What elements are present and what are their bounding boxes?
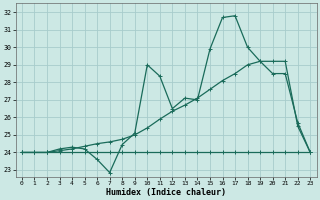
X-axis label: Humidex (Indice chaleur): Humidex (Indice chaleur): [106, 188, 226, 197]
